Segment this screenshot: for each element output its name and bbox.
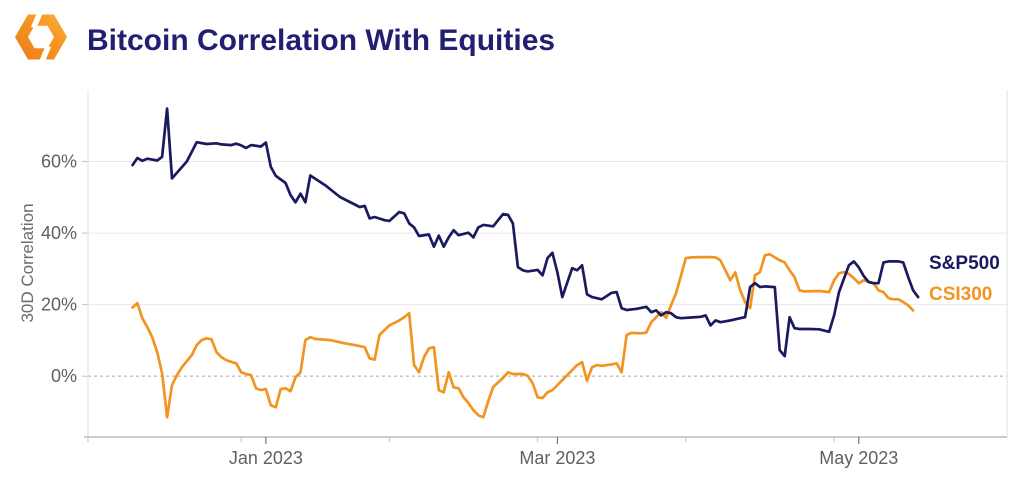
y-tick-label-20: 20% [41, 295, 77, 315]
kaiko-logo [15, 7, 67, 67]
x-tick-label: Jan 2023 [229, 448, 303, 468]
x-tick-label: May 2023 [819, 448, 898, 468]
y-tick-label-40: 40% [41, 223, 77, 243]
series-line-sp500 [131, 107, 920, 358]
x-tick-label: Mar 2023 [519, 448, 595, 468]
series-label-sp500: S&P500 [929, 253, 1000, 274]
y-axis-title: 30D Correlation [18, 203, 37, 323]
series-line-csi300 [131, 252, 915, 419]
y-tick-label-0: 0% [51, 366, 77, 386]
y-tick-label-60: 60% [41, 152, 77, 172]
series-label-csi300: CSI300 [929, 284, 993, 305]
page-title: Bitcoin Correlation With Equities [87, 24, 556, 57]
